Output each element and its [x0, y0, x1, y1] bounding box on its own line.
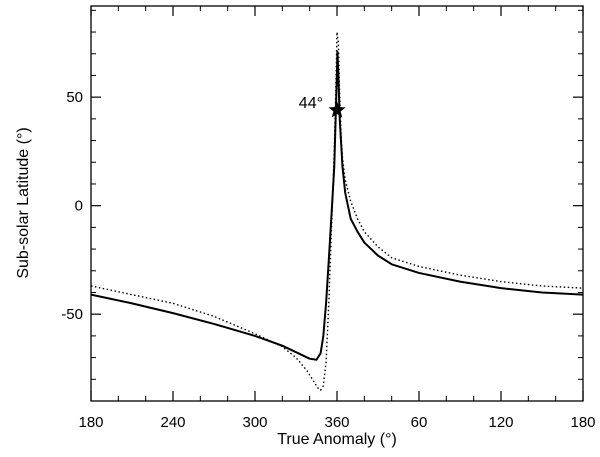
- x-tick-label: 60: [411, 414, 428, 431]
- y-tick-label: 0: [75, 198, 83, 215]
- y-tick-label: -50: [61, 306, 83, 323]
- tick-labels: 180 240 300 360 60 120 180 50 0 -50: [61, 89, 595, 431]
- x-tick-label: 360: [324, 414, 349, 431]
- annotation-label: 44°: [299, 95, 323, 112]
- star-marker: [328, 101, 346, 118]
- x-tick-label: 240: [160, 414, 185, 431]
- solid-series-line: [90, 50, 584, 361]
- y-axis-label: Sub-solar Latitude (°): [15, 127, 32, 278]
- x-axis-label: True Anomaly (°): [277, 431, 397, 448]
- x-tick-label: 180: [570, 414, 595, 431]
- x-tick-label: 180: [78, 414, 103, 431]
- y-tick-label: 50: [66, 89, 83, 106]
- series-layer: [90, 31, 584, 391]
- x-tick-label: 300: [242, 414, 267, 431]
- x-tick-label: 120: [488, 414, 513, 431]
- ticks: [90, 6, 584, 401]
- marker-layer: 44°: [299, 95, 346, 118]
